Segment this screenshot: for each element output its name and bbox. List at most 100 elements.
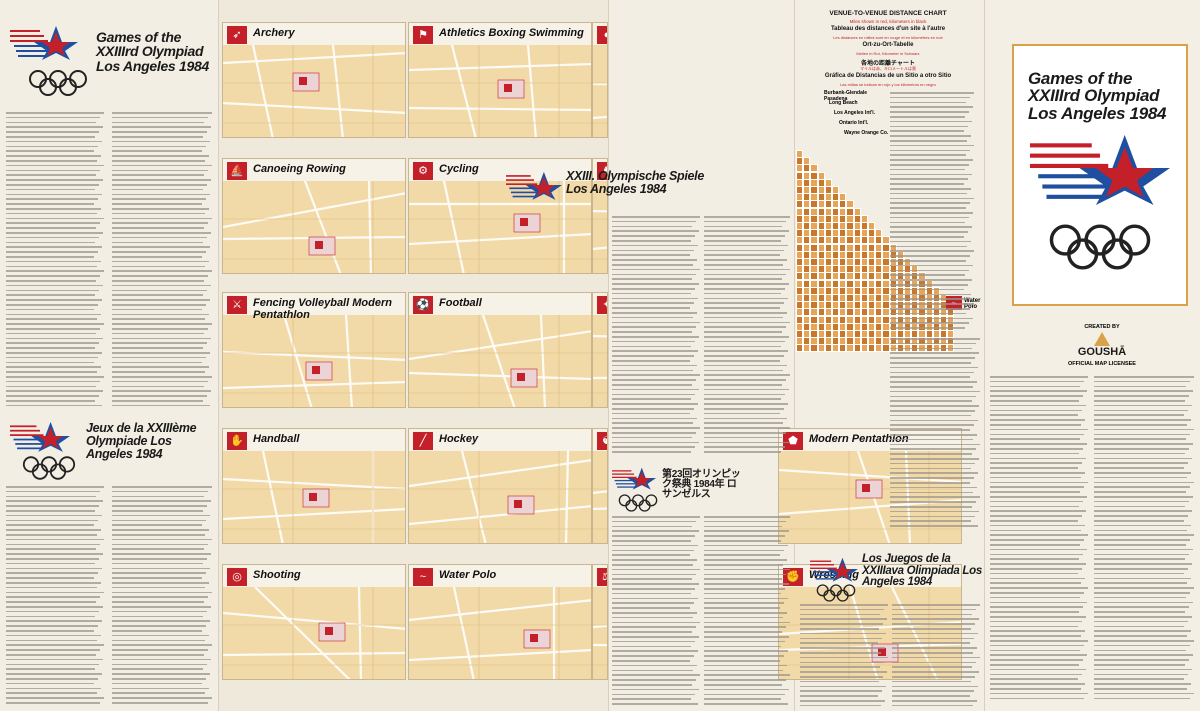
body-text-line — [6, 352, 102, 354]
body-text-line — [6, 332, 96, 335]
map-streets — [223, 450, 405, 543]
body-text-line — [704, 655, 784, 657]
canoeing-icon: ⛵ — [227, 162, 247, 180]
body-text-line — [1094, 428, 1194, 431]
body-text-line — [990, 380, 1084, 383]
body-text-line — [704, 520, 786, 523]
body-text-line — [890, 269, 969, 272]
body-text-line — [112, 227, 204, 229]
body-text-line — [704, 254, 780, 256]
body-text-line — [112, 385, 204, 388]
olympic-rings — [29, 70, 87, 96]
body-text-line — [704, 540, 781, 542]
body-text-line — [6, 586, 97, 589]
body-text-line — [800, 704, 881, 707]
body-text-line — [6, 150, 94, 152]
body-text-line — [612, 278, 692, 280]
body-text-line — [112, 376, 212, 378]
body-text-line — [890, 362, 971, 364]
body-text-line — [112, 236, 207, 239]
body-text-line — [1094, 572, 1184, 575]
body-text-line — [112, 208, 209, 210]
body-text-line — [612, 549, 694, 552]
body-text-line — [1094, 620, 1188, 623]
body-text-line — [890, 357, 975, 359]
body-text-line — [612, 688, 699, 691]
body-text-line — [612, 568, 700, 571]
body-text-line — [890, 106, 973, 108]
body-text-line — [704, 674, 790, 676]
german-heading: XXIII. Olympische Spiele Los Angeles 198… — [566, 169, 704, 196]
body-text-line — [6, 380, 100, 383]
body-text-line — [6, 376, 104, 378]
body-text-line — [990, 697, 1084, 700]
body-text-line — [890, 274, 965, 276]
body-text-line — [612, 384, 692, 386]
body-text-line — [112, 644, 212, 646]
body-text-line — [704, 403, 788, 405]
body-text-line — [704, 345, 781, 348]
body-text-line — [612, 360, 690, 362]
body-text-line — [1094, 664, 1185, 666]
body-text-line — [890, 477, 974, 479]
body-text-line — [704, 288, 785, 290]
body-text-line — [6, 116, 100, 119]
body-text-line — [112, 150, 202, 152]
body-text-line — [6, 562, 95, 565]
body-text-line — [112, 519, 206, 522]
gousha-tagline: OFFICIAL MAP LICENSEE — [1068, 361, 1136, 367]
body-text-line — [612, 244, 698, 247]
body-text-line — [112, 299, 210, 301]
body-text-line — [6, 534, 97, 536]
body-text-line — [990, 630, 1085, 632]
body-text-line — [1094, 385, 1186, 388]
body-text-line — [990, 654, 1087, 656]
body-text-line — [990, 438, 1080, 440]
venue-label: Ontario Int'l. — [839, 120, 869, 126]
map-streets — [409, 586, 591, 679]
body-text-line — [1094, 510, 1192, 512]
body-text-line — [892, 632, 978, 635]
venue-map-athletics: ⚑ Athletics Boxing Swimming — [408, 22, 592, 138]
map-title: Archery — [253, 27, 295, 39]
body-text-line — [890, 453, 972, 455]
body-text-line — [890, 438, 973, 441]
body-text-line — [112, 256, 202, 258]
body-text-line — [704, 645, 781, 648]
body-text-line — [892, 613, 972, 616]
gousha-logo-icon — [1094, 332, 1110, 346]
body-text-line — [704, 398, 781, 400]
body-text-line — [704, 417, 787, 420]
body-text-line — [892, 704, 973, 707]
body-text-line — [1094, 505, 1185, 508]
body-text-line — [112, 490, 208, 493]
chart-title-de: Ort-zu-Ort-Tabelle — [862, 42, 914, 48]
body-text-line — [990, 611, 1079, 613]
chart-corner-label: Water Polo — [964, 298, 981, 310]
body-text-line — [1094, 481, 1194, 484]
body-text-line — [6, 553, 103, 555]
map-title: Modern Pentathlon — [809, 433, 909, 445]
venue-map-fencing: ⚔ Fencing Volleyball Modern Pentathlon — [222, 292, 406, 408]
body-text-line — [112, 697, 212, 699]
body-text-line — [990, 481, 1088, 484]
body-text-line — [704, 544, 788, 547]
body-text-line — [890, 376, 970, 378]
body-text-line — [1094, 520, 1184, 522]
body-text-line — [890, 255, 970, 257]
english-french-column — [0, 0, 218, 711]
body-text-line — [890, 434, 977, 436]
body-text-line — [990, 668, 1086, 671]
body-text-line — [704, 422, 783, 424]
body-text-line — [6, 529, 101, 531]
body-text-line — [704, 379, 786, 381]
body-text-line — [704, 441, 789, 444]
body-text-line — [612, 340, 695, 343]
map-streets — [223, 314, 405, 407]
body-text-line — [6, 538, 104, 541]
body-text-line — [704, 307, 780, 309]
body-text-line — [6, 265, 97, 268]
body-text-line — [1094, 692, 1194, 695]
body-text-line — [6, 342, 99, 344]
venue-map-football: ⚽ Football — [408, 292, 592, 408]
